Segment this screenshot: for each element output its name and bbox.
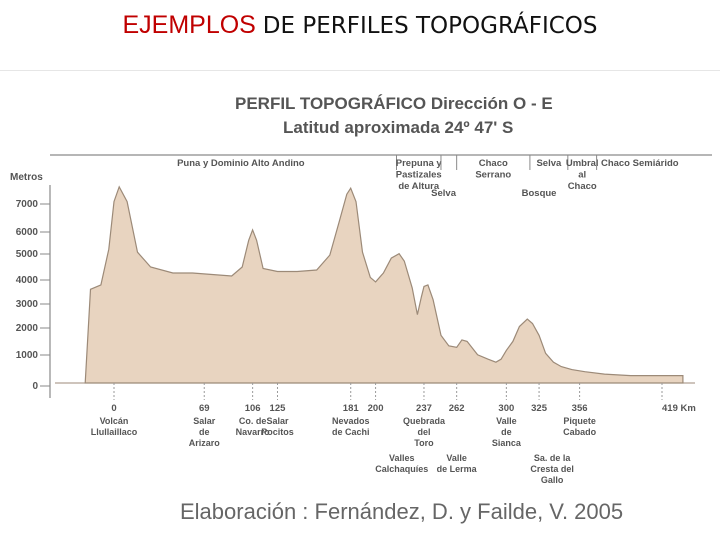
y-tick-label: 2000	[16, 323, 39, 334]
slide-title-highlight: EJEMPLOS	[122, 11, 256, 39]
feature-label: Valle	[446, 453, 467, 463]
feature-label: Sa. de la	[534, 453, 572, 463]
station-label: Quebrada	[403, 416, 446, 426]
station-label: Salar	[193, 416, 216, 426]
x-tick-label: 106	[245, 403, 261, 414]
x-tick-label: 200	[368, 403, 384, 414]
x-tick-label: 69	[199, 403, 210, 414]
station-label: Sianca	[492, 438, 522, 448]
station-label: Co. de	[239, 416, 267, 426]
region-label: Selva	[431, 188, 457, 199]
y-tick-label: 7000	[16, 199, 39, 210]
station-label: Nevados	[332, 416, 370, 426]
slide-title-rest: DE PERFILES TOPOGRÁFICOS	[262, 13, 598, 39]
feature-label: de Lerma	[437, 464, 478, 474]
station-label: de	[501, 427, 512, 437]
feature-label: Gallo	[541, 475, 564, 485]
elevation-area	[84, 185, 684, 384]
region-label: Pastizales	[396, 170, 442, 181]
x-tick-label: 181	[343, 403, 360, 414]
region-label: Chaco Semiárido	[601, 158, 679, 169]
chart-title-line-2: Latitud aproximada 24º 47' S	[283, 118, 513, 137]
station-label: de	[199, 427, 210, 437]
y-tick-label: 5000	[16, 249, 39, 260]
station-label: de Cachi	[332, 427, 370, 437]
y-axis: 0 1000 2000 3000 4000 5000 6000 7000	[16, 185, 51, 398]
station-label: Cabado	[563, 427, 597, 437]
region-label: al	[578, 170, 586, 181]
station-label: Toro	[414, 438, 434, 448]
x-tick-label: 125	[270, 403, 287, 414]
region-label: Serrano	[475, 170, 511, 181]
y-axis-label: Metros	[10, 172, 43, 183]
y-tick-label: 6000	[16, 227, 39, 238]
vegetation-regions: Puna y Dominio Alto Andino Prepuna yPasti…	[50, 154, 712, 199]
x-tick-label: 325	[531, 403, 548, 414]
x-tick-label: 0	[111, 403, 116, 414]
region-label: Chaco	[568, 181, 597, 192]
y-tick-label: 4000	[16, 275, 39, 286]
source-credit: Elaboración : Fernández, D. y Failde, V.…	[180, 499, 624, 524]
region-label: Umbral	[566, 158, 599, 169]
feature-label: Calchaquíes	[375, 464, 428, 474]
y-tick-label: 0	[32, 381, 38, 392]
y-tick-label: 1000	[16, 350, 39, 361]
region-label: Prepuna y	[396, 158, 443, 169]
feature-label: Valles	[389, 453, 415, 463]
slide-title: EJEMPLOS DE PERFILES TOPOGRÁFICOS	[0, 8, 720, 43]
region-label: Bosque	[522, 188, 557, 199]
region-label: Selva	[536, 158, 562, 169]
x-tick-label: 237	[416, 403, 432, 414]
station-label: Llullaillaco	[91, 427, 138, 437]
x-tick-label: 419 Km	[662, 403, 696, 414]
station-label: Arizaro	[189, 438, 221, 448]
station-label: Navarro	[236, 427, 271, 437]
station-label: Pocitos	[261, 427, 294, 437]
x-tick-label: 300	[498, 403, 514, 414]
chart-title-line-1: PERFIL TOPOGRÁFICO Dirección O - E	[235, 94, 553, 113]
region-label: Chaco	[479, 158, 508, 169]
station-label: Salar	[266, 416, 289, 426]
station-label: del	[417, 427, 430, 437]
x-axis: 0VolcánLlullaillaco69SalardeArizaro106Co…	[91, 383, 696, 485]
region-label: de Altura	[398, 181, 440, 192]
title-divider	[0, 70, 720, 71]
region-label: Puna y Dominio Alto Andino	[177, 158, 305, 169]
plot-area	[55, 185, 695, 384]
station-label: Piquete	[563, 416, 596, 426]
station-label: Valle	[496, 416, 517, 426]
x-tick-label: 356	[572, 403, 588, 414]
x-tick-label: 262	[449, 403, 465, 414]
y-tick-label: 3000	[16, 299, 39, 310]
station-label: Volcán	[100, 416, 129, 426]
feature-label: Cresta del	[530, 464, 574, 474]
